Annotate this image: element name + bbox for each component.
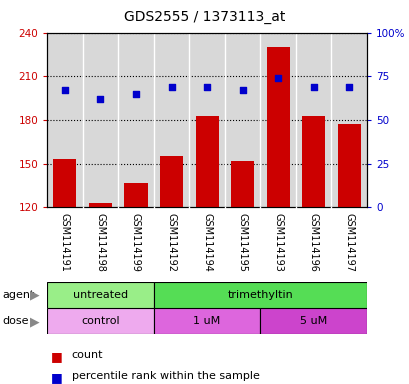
Text: agent: agent: [2, 290, 34, 300]
Point: [310, 84, 316, 90]
Text: GSM114199: GSM114199: [130, 214, 141, 272]
Text: GSM114194: GSM114194: [202, 214, 211, 272]
Bar: [160, 156, 182, 207]
Text: percentile rank within the sample: percentile rank within the sample: [72, 371, 259, 381]
Bar: [124, 183, 147, 207]
Point: [61, 87, 68, 93]
Text: GSM114191: GSM114191: [60, 214, 70, 272]
Bar: [301, 116, 324, 207]
Bar: [53, 159, 76, 207]
Bar: [47, 308, 153, 334]
Text: dose: dose: [2, 316, 29, 326]
Text: 5 uM: 5 uM: [299, 316, 326, 326]
Point: [274, 75, 281, 81]
Text: GSM114192: GSM114192: [166, 214, 176, 272]
Bar: [337, 124, 360, 207]
Bar: [266, 47, 289, 207]
Text: control: control: [81, 316, 119, 326]
Point: [168, 84, 174, 90]
Point: [239, 87, 245, 93]
Point: [133, 91, 139, 97]
Text: GDS2555 / 1373113_at: GDS2555 / 1373113_at: [124, 10, 285, 24]
Text: count: count: [72, 350, 103, 360]
Text: 1 uM: 1 uM: [193, 316, 220, 326]
Text: trimethyltin: trimethyltin: [227, 290, 292, 300]
Text: ▶: ▶: [30, 289, 40, 302]
Bar: [89, 203, 112, 207]
Bar: [195, 116, 218, 207]
Text: GSM114196: GSM114196: [308, 214, 318, 272]
Text: ■: ■: [51, 371, 63, 384]
Bar: [153, 308, 260, 334]
Bar: [153, 282, 366, 308]
Text: GSM114197: GSM114197: [343, 214, 353, 272]
Point: [203, 84, 210, 90]
Bar: [47, 282, 153, 308]
Text: GSM114198: GSM114198: [95, 214, 105, 272]
Point: [345, 84, 352, 90]
Bar: [231, 161, 254, 207]
Text: ■: ■: [51, 350, 63, 363]
Point: [97, 96, 103, 102]
Text: untreated: untreated: [73, 290, 128, 300]
Text: GSM114195: GSM114195: [237, 214, 247, 272]
Text: GSM114193: GSM114193: [272, 214, 283, 272]
Bar: [260, 308, 366, 334]
Text: ▶: ▶: [30, 315, 40, 328]
